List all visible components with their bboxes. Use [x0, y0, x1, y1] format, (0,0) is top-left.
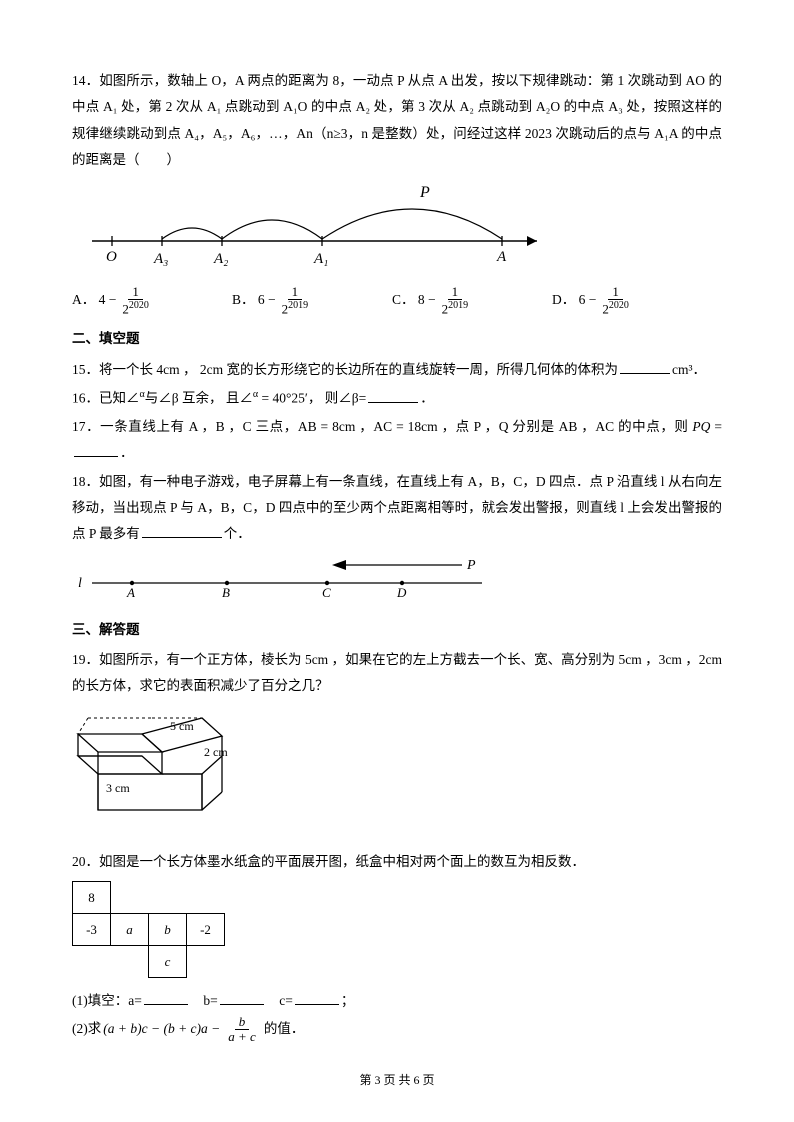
q14-num: 14．	[72, 73, 99, 88]
choice-c: C． 8 −122019	[392, 285, 552, 317]
question-14: 14．如图所示，数轴上 O，A 两点的距离为 8，一动点 P 从点 A 出发，按…	[72, 68, 722, 316]
svg-text:P: P	[466, 558, 476, 573]
svg-text:D: D	[396, 585, 407, 597]
svg-text:O: O	[106, 249, 117, 265]
question-17: 17．一条直线上有 A ，B ，C 三点，AB = 8cm ，AC = 18cm…	[72, 414, 722, 467]
svg-text:3 cm: 3 cm	[106, 781, 130, 795]
q18-diagram: l A B C D P	[72, 553, 722, 606]
svg-text:A: A	[126, 585, 135, 597]
svg-text:C: C	[322, 585, 331, 597]
question-16: 16．已知∠α与∠β 互余， 且∠α = 40°25′， 则∠β=．	[72, 385, 722, 412]
svg-text:5 cm: 5 cm	[170, 719, 194, 733]
q14-diagram: P O A₃ A₂ A₁ A	[72, 179, 722, 278]
q20-net: 8 -3ab-2 c	[72, 881, 225, 978]
question-18: 18．如图，有一种电子游戏，电子屏幕上有一条直线，在直线上有 A，B，C，D 四…	[72, 469, 722, 607]
section-2-title: 二、填空题	[72, 326, 722, 352]
page-footer: 第 3 页 共 6 页	[0, 1069, 794, 1092]
choice-d: D． 6 −122020	[552, 285, 712, 317]
choice-a: A． 4 −122020	[72, 285, 232, 317]
q20-part1: (1)填空：a= b= c=；	[72, 988, 722, 1014]
svg-text:A: A	[496, 249, 507, 265]
svg-text:A₂: A₂	[213, 251, 228, 267]
q14-choices: A． 4 −122020 B． 6 −122019 C． 8 −122019 D…	[72, 285, 722, 317]
svg-text:A₃: A₃	[153, 251, 168, 267]
section-3-title: 三、解答题	[72, 617, 722, 643]
p-label: P	[419, 184, 430, 201]
question-20: 20．如图是一个长方体墨水纸盒的平面展开图，纸盒中相对两个面上的数互为相反数． …	[72, 849, 722, 1044]
svg-text:l: l	[78, 576, 82, 591]
svg-text:B: B	[222, 585, 230, 597]
q20-part2: (2)求 (a + b)c − (b + c)a − ba + c 的值．	[72, 1015, 722, 1045]
q19-diagram: 5 cm 2 cm 3 cm	[72, 706, 722, 825]
choice-b: B． 6 −122019	[232, 285, 392, 317]
question-19: 19．如图所示，有一个正方体，棱长为 5cm ，如果在它的左上方截去一个长、宽、…	[72, 647, 722, 825]
svg-text:2 cm: 2 cm	[204, 745, 228, 759]
question-15: 15．将一个长 4cm ， 2cm 宽的长方形绕它的长边所在的直线旋转一周，所得…	[72, 357, 722, 383]
q14-text: 14．如图所示，数轴上 O，A 两点的距离为 8，一动点 P 从点 A 出发，按…	[72, 68, 722, 173]
svg-text:A₁: A₁	[313, 251, 328, 267]
